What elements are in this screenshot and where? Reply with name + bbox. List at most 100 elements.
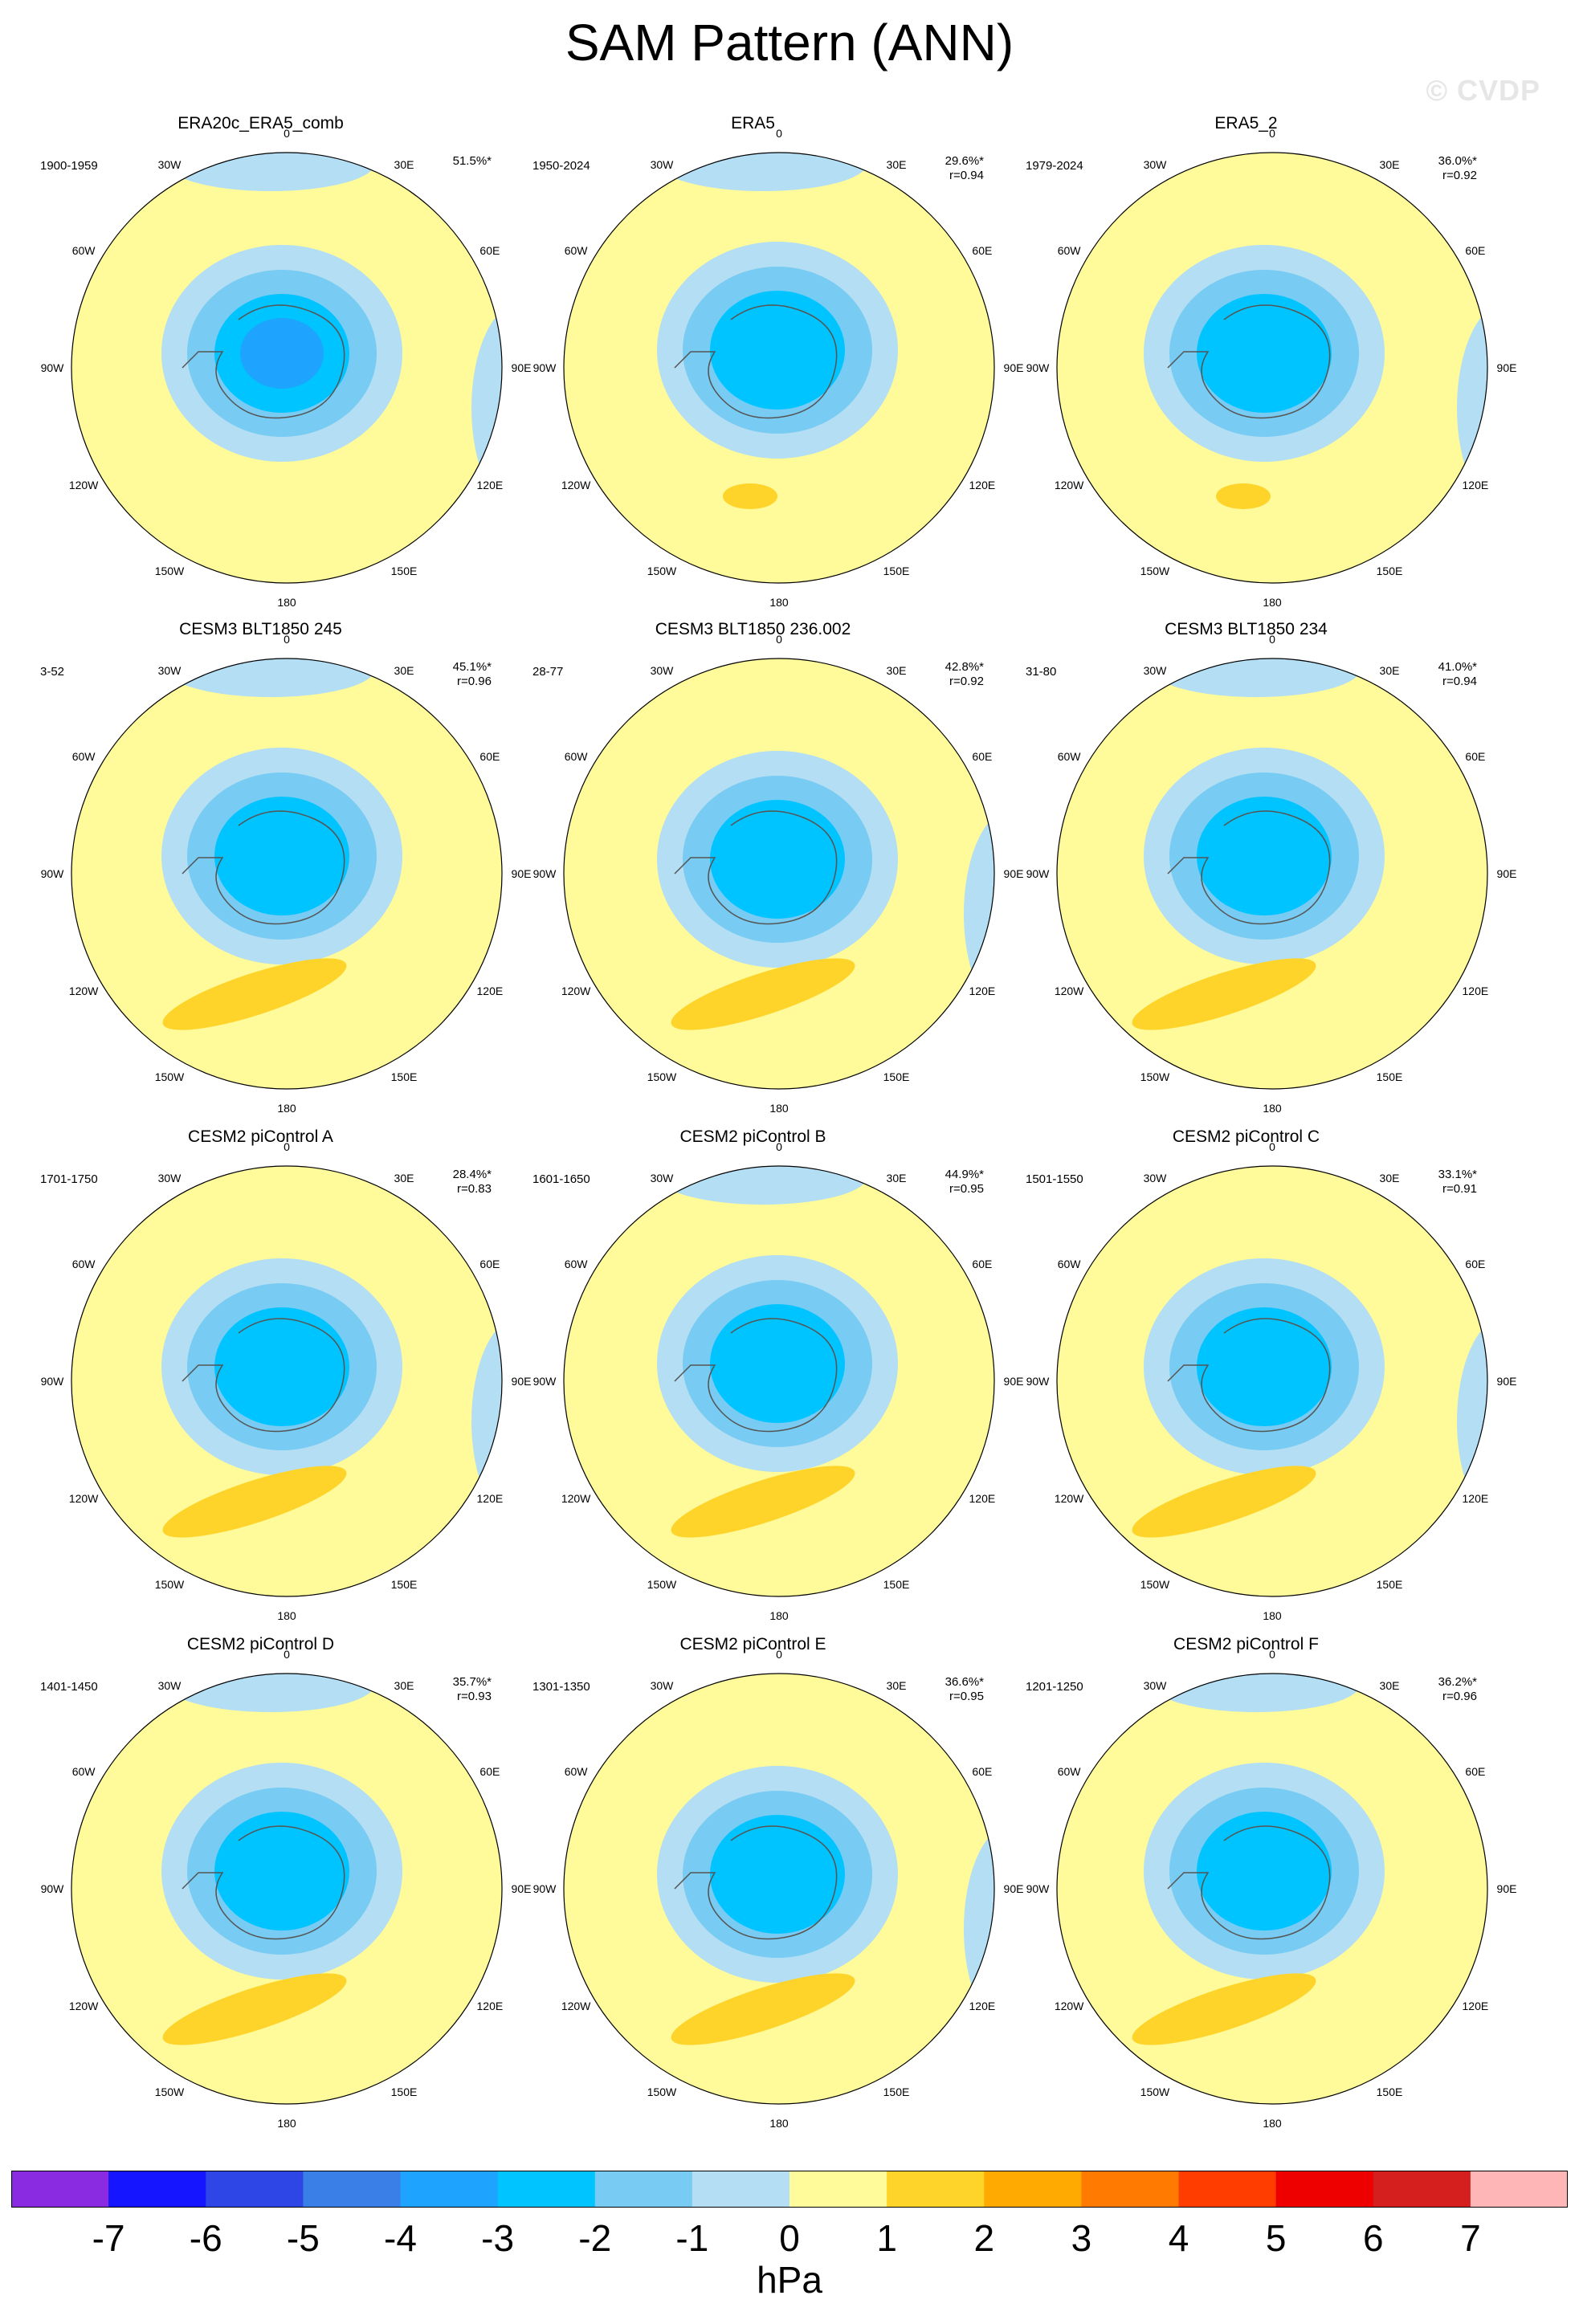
colorbar-tick: -7 bbox=[92, 2217, 125, 2259]
longitude-label: 150W bbox=[1140, 2085, 1170, 2098]
longitude-label: 30E bbox=[887, 664, 907, 677]
field-positive-1-2 bbox=[1132, 1973, 1316, 2045]
map-panel: CESM3 BLT1850 245 3-52 45.1%* r=0.96 0 30E 60E… bbox=[14, 620, 531, 1127]
longitude-label: 60W bbox=[72, 244, 96, 257]
panel-variance-pct: 35.7%* bbox=[452, 1675, 492, 1689]
panel-variance-pct: 42.8%* bbox=[945, 660, 984, 674]
longitude-label: 150W bbox=[647, 565, 677, 577]
field-edge-negative bbox=[166, 153, 375, 191]
longitude-label: 0 bbox=[1269, 1648, 1275, 1661]
panel-period: 28-77 bbox=[532, 665, 564, 679]
longitude-label: 150E bbox=[1377, 565, 1403, 577]
panel-title: CESM3 BLT1850 236.002 bbox=[655, 620, 851, 638]
longitude-label: 120E bbox=[477, 479, 504, 491]
longitude-label: 90W bbox=[41, 867, 65, 880]
panel-stats: 29.6%* r=0.94 bbox=[945, 154, 984, 183]
colorbar-swatch bbox=[692, 2171, 790, 2208]
longitude-label: 90W bbox=[533, 1882, 557, 1895]
colorbar-tick: 5 bbox=[1265, 2217, 1287, 2259]
panel-variance-pct: 36.0%* bbox=[1438, 154, 1477, 168]
panel-title: CESM2 piControl C bbox=[1172, 1127, 1320, 1146]
longitude-label: 90W bbox=[41, 361, 65, 374]
longitude-label: 60E bbox=[479, 1258, 500, 1270]
longitude-label: 30W bbox=[158, 158, 182, 171]
longitude-label: 120E bbox=[969, 985, 996, 997]
longitude-label: 150W bbox=[647, 1578, 677, 1591]
longitude-label: 120W bbox=[1055, 2000, 1084, 2012]
panel-title: CESM2 piControl B bbox=[679, 1127, 826, 1146]
colorbar-tick: -2 bbox=[578, 2217, 612, 2259]
polar-map: 0 30E 60E 90E 120E 150E 180 150W 120W 90W 60W 30W bbox=[41, 1140, 532, 1622]
longitude-label: 90W bbox=[1026, 1375, 1051, 1388]
longitude-label: 180 bbox=[769, 596, 789, 609]
field-positive-1-2 bbox=[723, 483, 777, 509]
longitude-label: 90W bbox=[41, 1375, 65, 1388]
panel-title: CESM2 piControl A bbox=[188, 1127, 333, 1146]
panel-variance-pct: 29.6%* bbox=[945, 154, 984, 168]
longitude-label: 30E bbox=[1380, 1679, 1400, 1692]
map-panel: CESM3 BLT1850 236.002 28-77 42.8%* r=0.92 0 3… bbox=[506, 620, 1024, 1127]
field-negative-3 bbox=[1197, 1307, 1332, 1426]
cvdp-watermark: © CVDP bbox=[1426, 74, 1540, 107]
map-panel: CESM2 piControl B 1601-1650 44.9%* r=0.95 0 3… bbox=[506, 1127, 1024, 1635]
panel-stats: 45.1%* r=0.96 bbox=[453, 660, 492, 689]
longitude-label: 0 bbox=[284, 633, 290, 646]
longitude-label: 0 bbox=[1269, 1140, 1275, 1153]
longitude-label: 120W bbox=[561, 2000, 591, 2012]
longitude-label: 60E bbox=[972, 750, 992, 763]
colorbar-tick-labels: -7 -6 -5 -4 -3 -2 -1 0 1 2 3 4 5 6 7 bbox=[0, 2216, 1579, 2265]
colorbar-tick: -4 bbox=[384, 2217, 417, 2259]
panel-stats: 35.7%* r=0.93 bbox=[453, 1675, 492, 1704]
antarctic-coastline bbox=[674, 304, 838, 419]
longitude-label: 0 bbox=[776, 1140, 782, 1153]
longitude-label: 90E bbox=[512, 361, 532, 374]
map-boundary bbox=[1056, 1165, 1488, 1597]
longitude-label: 150E bbox=[391, 1578, 418, 1591]
longitude-label: 150W bbox=[647, 1070, 677, 1083]
longitude-label: 30E bbox=[1380, 664, 1400, 677]
colorbar-unit-label: hPa bbox=[757, 2259, 822, 2301]
colorbar-tick: 3 bbox=[1071, 2217, 1092, 2259]
polar-map: 0 30E 60E 90E 120E 150E 180 150W 120W 90W 60W 30W bbox=[533, 1140, 1024, 1622]
longitude-label: 0 bbox=[776, 1648, 782, 1661]
polar-map: 0 30E 60E 90E 120E 150E 180 150W 120W 90W 60W 30W bbox=[41, 127, 532, 609]
panel-variance-pct: 41.0%* bbox=[1438, 660, 1477, 674]
field-positive-1-2 bbox=[162, 958, 347, 1030]
panel-pattern-correlation: r=0.94 bbox=[1442, 675, 1477, 688]
longitude-label: 60E bbox=[972, 1765, 992, 1778]
longitude-label: 0 bbox=[1269, 633, 1275, 646]
polar-map: 0 30E 60E 90E 120E 150E 180 150W 120W 90W 60W 30W bbox=[533, 1648, 1024, 2130]
longitude-label: 30W bbox=[158, 1172, 182, 1184]
longitude-label: 30W bbox=[1144, 1172, 1168, 1184]
panel-period: 1301-1350 bbox=[532, 1680, 590, 1694]
map-boundary bbox=[1056, 1673, 1488, 2105]
longitude-label: 30E bbox=[394, 664, 414, 677]
longitude-label: 60W bbox=[72, 1258, 96, 1270]
panel-stats: 41.0%* r=0.94 bbox=[1438, 660, 1477, 689]
map-panel: CESM2 piControl E 1301-1350 36.6%* r=0.95 0 3… bbox=[506, 1635, 1024, 2143]
map-boundary bbox=[71, 1673, 503, 2105]
longitude-label: 150E bbox=[883, 565, 910, 577]
colorbar-swatch bbox=[790, 2171, 887, 2208]
polar-map: 0 30E 60E 90E 120E 150E 180 150W 120W 90W 60W 30W bbox=[533, 633, 1024, 1115]
longitude-label: 120W bbox=[69, 479, 99, 491]
colorbar-swatch bbox=[984, 2171, 1082, 2208]
panel-pattern-correlation: r=0.95 bbox=[949, 1690, 984, 1703]
field-edge-negative bbox=[1224, 2106, 1385, 2154]
longitude-label: 60W bbox=[1058, 750, 1082, 763]
antarctic-coastline bbox=[182, 1825, 345, 1940]
longitude-label: 30W bbox=[158, 1679, 182, 1692]
longitude-label: 150W bbox=[647, 2085, 677, 2098]
longitude-label: 30W bbox=[1144, 664, 1168, 677]
longitude-label: 0 bbox=[1269, 127, 1275, 140]
polar-map: 0 30E 60E 90E 120E 150E 180 150W 120W 90W 60W 30W bbox=[1026, 1648, 1517, 2130]
colorbar-swatch bbox=[1470, 2171, 1568, 2208]
map-boundary bbox=[563, 658, 995, 1090]
longitude-label: 120E bbox=[1463, 479, 1489, 491]
field-positive-1-2 bbox=[671, 1466, 855, 1538]
panel-pattern-correlation: r=0.93 bbox=[457, 1690, 492, 1703]
antarctic-coastline bbox=[1167, 1825, 1331, 1940]
panel-title: CESM3 BLT1850 245 bbox=[179, 620, 342, 638]
longitude-label: 90E bbox=[1497, 1882, 1517, 1895]
panel-pattern-correlation: r=0.92 bbox=[949, 675, 984, 688]
